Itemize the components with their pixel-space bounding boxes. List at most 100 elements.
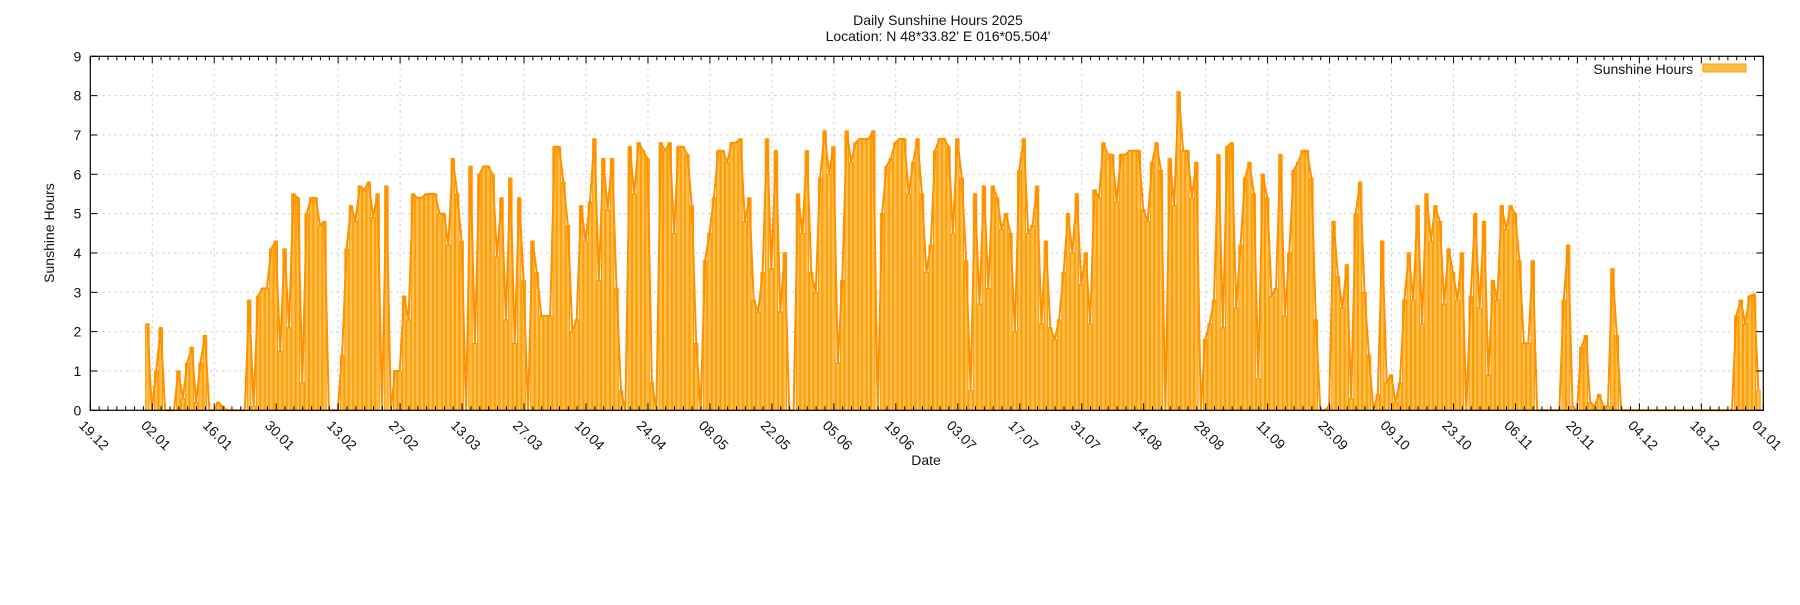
bar <box>348 205 354 411</box>
bar <box>848 162 854 411</box>
y-tick-label: 9 <box>74 48 82 64</box>
bar <box>769 268 774 411</box>
x-tick-label: 11.09 <box>1253 417 1289 453</box>
bar <box>1132 150 1137 411</box>
bar <box>986 287 991 411</box>
bar <box>494 256 500 411</box>
bar <box>950 232 956 411</box>
y-tick-label: 7 <box>74 127 82 143</box>
chart-subtitle: Location: N 48*33.82' E 016*05.504' <box>826 28 1051 44</box>
bar <box>353 221 358 411</box>
bar <box>428 193 433 411</box>
bar <box>415 197 420 411</box>
bar <box>1269 295 1274 411</box>
bar <box>1078 283 1084 411</box>
bar <box>1503 228 1509 411</box>
bar <box>481 165 487 411</box>
bar <box>1114 201 1119 411</box>
bar <box>1247 162 1252 411</box>
bar <box>1282 315 1288 411</box>
bar <box>1185 150 1190 411</box>
bar <box>1393 401 1398 411</box>
y-tick-label: 3 <box>74 284 82 300</box>
bar <box>1087 323 1093 411</box>
bar <box>884 165 889 411</box>
bar <box>1273 287 1279 411</box>
y-axis-label: Sunshine Hours <box>41 183 57 283</box>
bar <box>1428 240 1434 411</box>
chart-title: Daily Sunshine Hours 2025 <box>853 12 1023 28</box>
bar <box>605 209 610 411</box>
bar <box>1495 299 1500 411</box>
x-tick-label: 10.04 <box>572 417 608 453</box>
bar <box>1127 150 1133 411</box>
bar <box>857 138 863 411</box>
bar <box>1512 213 1518 411</box>
bar <box>755 311 761 411</box>
bar <box>729 142 734 411</box>
bar <box>733 142 739 411</box>
bar <box>419 197 425 411</box>
bar <box>778 311 783 411</box>
bar <box>1211 299 1217 411</box>
bar <box>866 138 872 411</box>
y-tick-label: 5 <box>74 206 82 222</box>
bar <box>1747 295 1752 411</box>
bar <box>742 221 748 411</box>
bar <box>1419 323 1425 411</box>
y-tick-label: 2 <box>74 324 82 340</box>
x-tick-label: 27.02 <box>386 417 422 453</box>
bar <box>1486 374 1491 411</box>
bar <box>862 138 867 411</box>
bar <box>1171 205 1177 411</box>
bar <box>1118 154 1124 411</box>
bar <box>1105 154 1111 411</box>
bar <box>1300 150 1305 411</box>
bar <box>1030 224 1035 411</box>
bar <box>893 142 898 411</box>
bar <box>924 272 929 411</box>
bar <box>574 319 579 411</box>
bar <box>1136 150 1142 411</box>
x-tick-label: 17.07 <box>1006 417 1042 453</box>
bar <box>454 193 460 411</box>
legend: Sunshine Hours <box>1593 61 1747 77</box>
y-tick-labels: 0 1 2 3 4 5 6 7 8 9 <box>74 48 82 418</box>
bar <box>826 173 832 411</box>
bar <box>446 244 451 411</box>
bar <box>751 299 757 411</box>
y-tick-label: 1 <box>74 363 82 379</box>
bar <box>543 315 548 411</box>
bar <box>260 287 265 411</box>
bar <box>1140 209 1146 411</box>
x-tick-label: 02.01 <box>138 417 174 453</box>
x-tick-label: 30.01 <box>262 417 298 453</box>
bar <box>671 232 677 411</box>
bar <box>1477 307 1482 411</box>
bar <box>1256 378 1261 411</box>
bar <box>835 362 841 411</box>
bar <box>813 291 818 411</box>
bar <box>1433 205 1438 411</box>
bar <box>503 319 509 411</box>
x-tick-label: 16.01 <box>200 417 236 453</box>
bar <box>1450 272 1456 411</box>
bar <box>720 150 726 411</box>
bar <box>269 248 274 411</box>
x-tick-label: 18.12 <box>1687 417 1723 453</box>
bar <box>685 154 690 411</box>
bar <box>1149 162 1155 411</box>
y-tick-label: 8 <box>74 88 82 104</box>
bar <box>264 287 270 411</box>
bar <box>760 272 765 411</box>
bar <box>370 217 376 411</box>
bar <box>1220 327 1226 411</box>
bar <box>1048 327 1053 411</box>
x-tick-label: 03.07 <box>944 417 980 453</box>
bar <box>928 244 934 411</box>
bar <box>361 189 367 411</box>
bar <box>1233 307 1239 411</box>
bar <box>1154 142 1159 411</box>
bar <box>1003 213 1009 411</box>
bar <box>556 146 562 411</box>
